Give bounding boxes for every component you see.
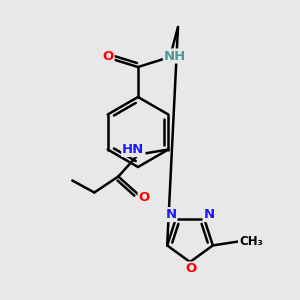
Text: N: N [165,208,176,221]
Text: NH: NH [164,50,186,62]
Text: CH₃: CH₃ [239,235,263,248]
Text: O: O [102,50,114,62]
Text: N: N [203,208,215,221]
Text: O: O [185,262,197,275]
Text: O: O [139,191,150,204]
Text: HN: HN [122,143,144,156]
